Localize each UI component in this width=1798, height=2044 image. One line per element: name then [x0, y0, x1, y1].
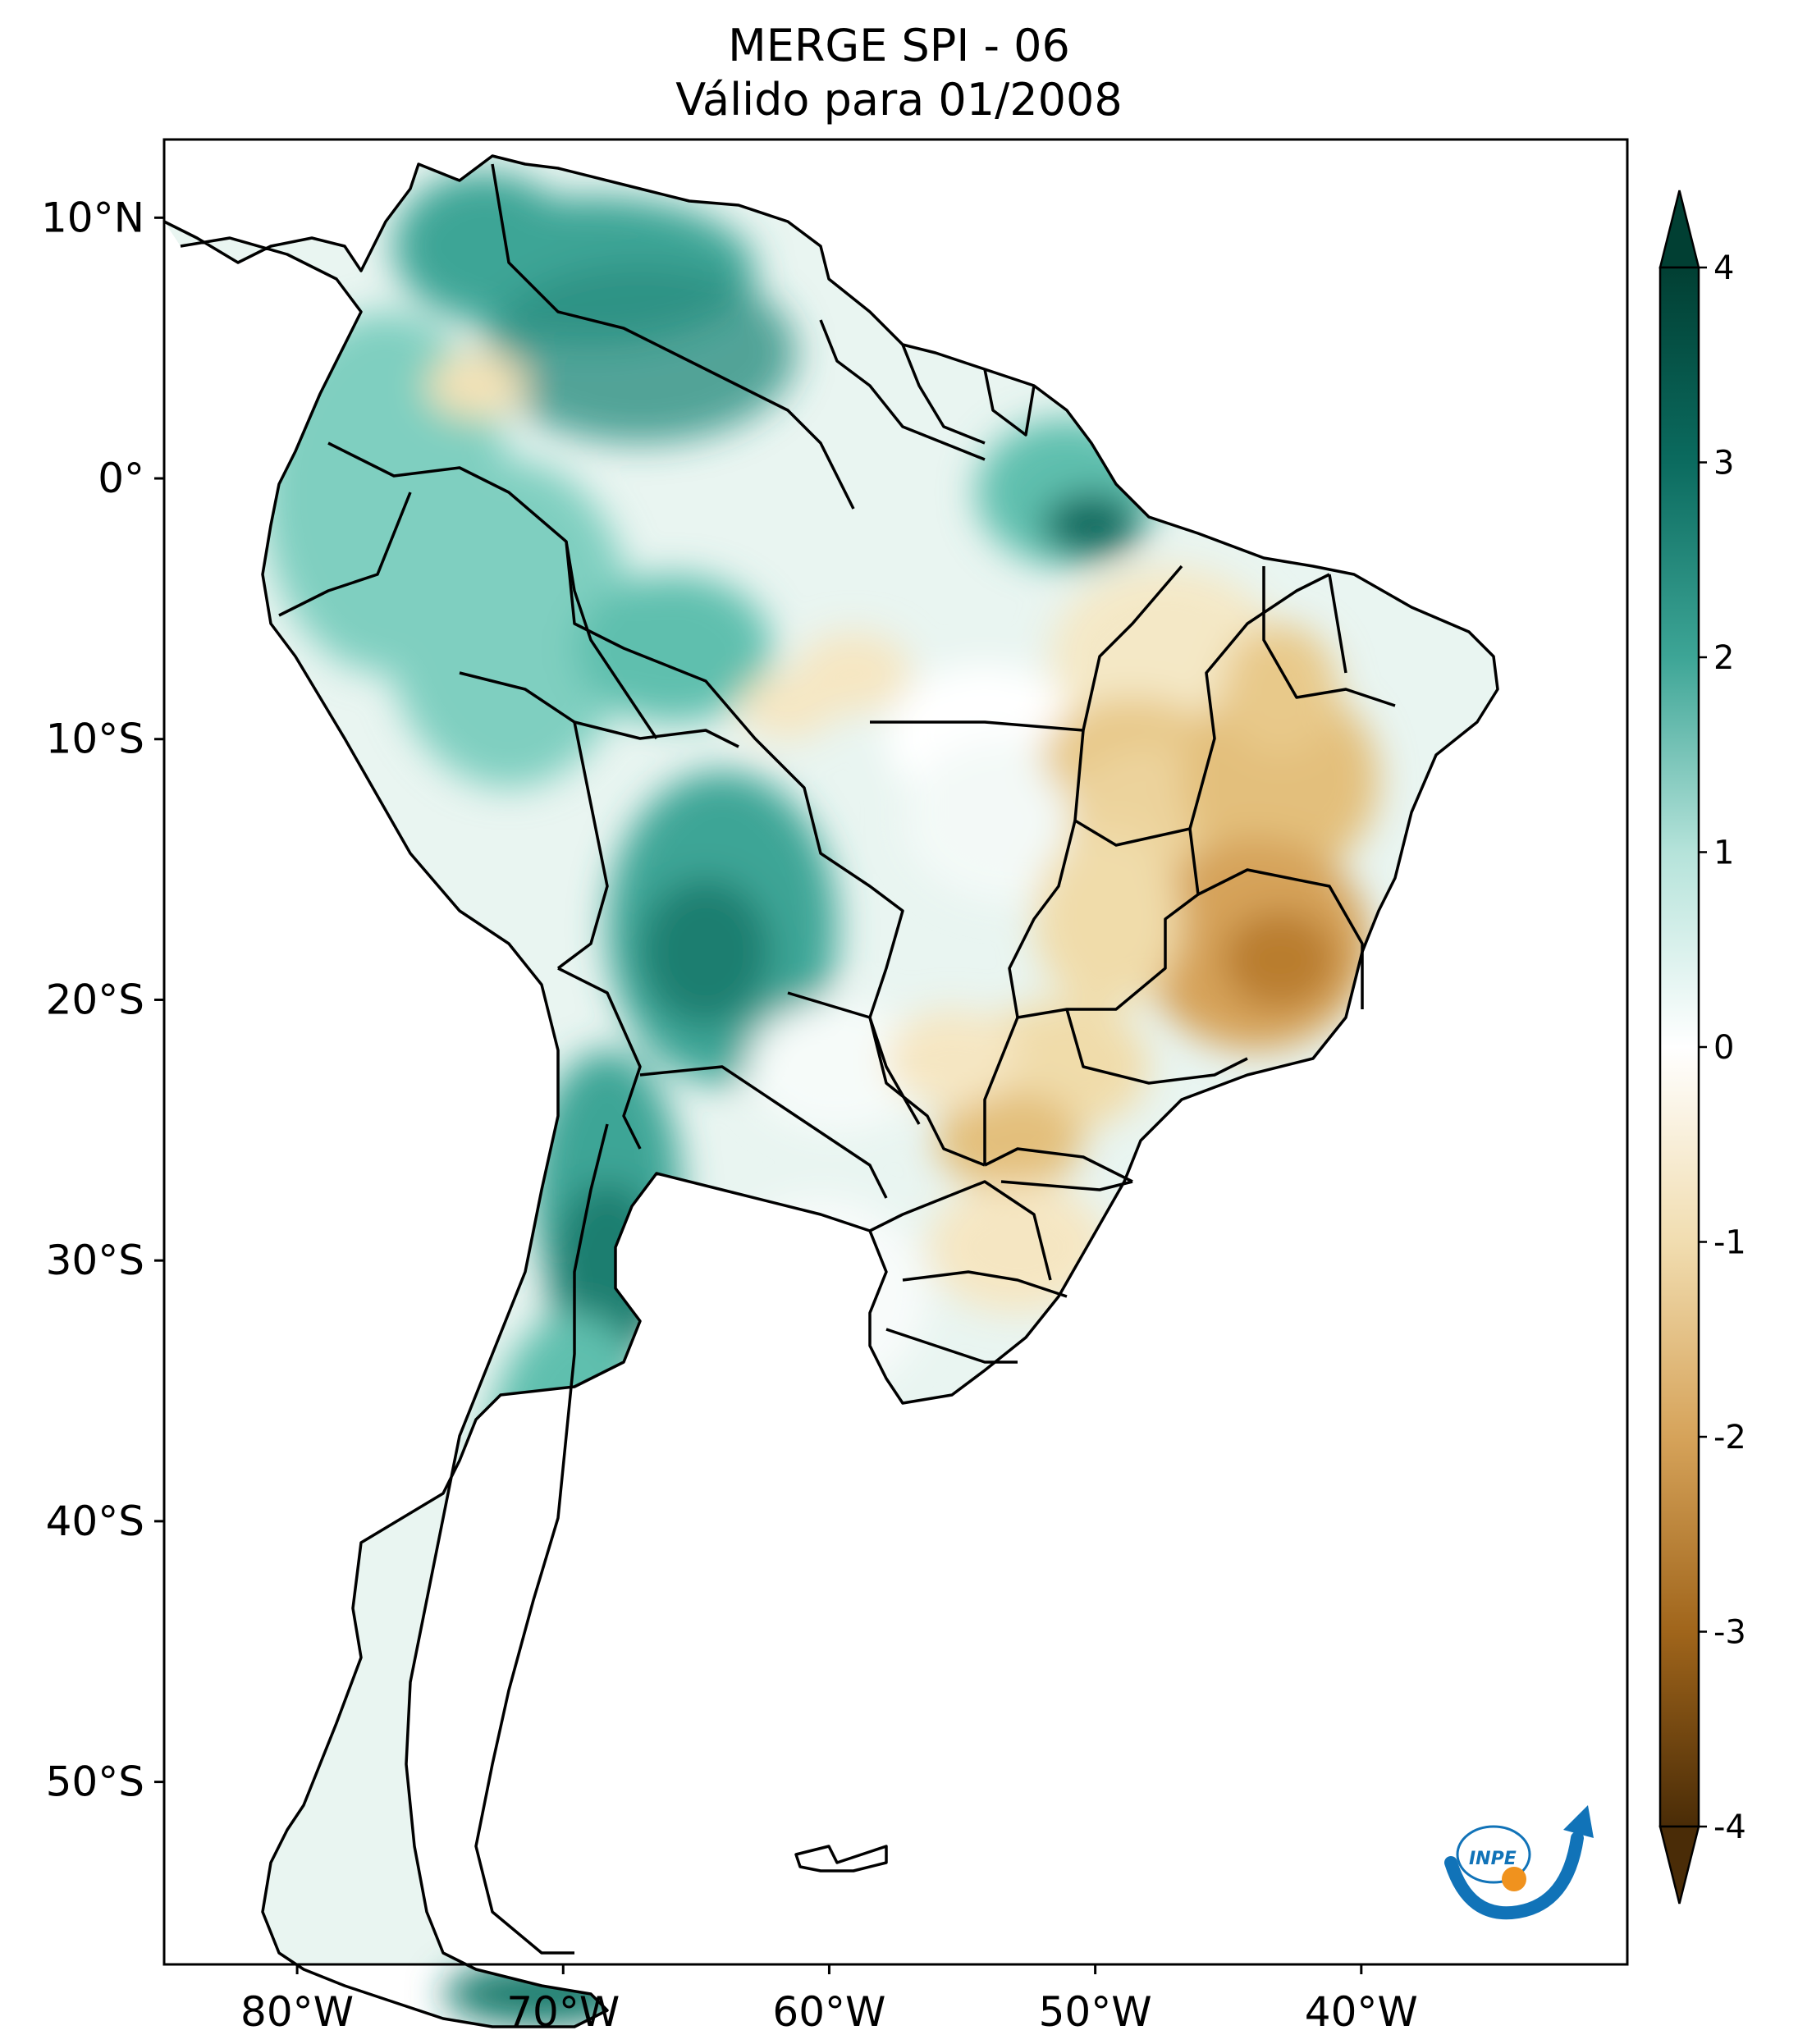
- logo-text: INPE: [1469, 1849, 1517, 1869]
- colorbar-extend-min: [1658, 1825, 1700, 1905]
- map-title-line1: MERGE SPI - 06: [728, 20, 1070, 71]
- lon-tick-label: 80°W: [240, 1988, 354, 2036]
- lat-tick-label: 40°S: [46, 1498, 144, 1545]
- logo-orbit-icon: [1456, 1825, 1531, 1884]
- colorbar-tick-label: 3: [1713, 445, 1734, 482]
- longitude-axis: 80°W 70°W 60°W 50°W 40°W: [240, 1964, 1418, 2036]
- colorbar-tick-label: -1: [1713, 1224, 1746, 1262]
- map-frame: [162, 138, 1629, 1966]
- colorbar-tick-label: -4: [1713, 1809, 1746, 1846]
- lat-tick-label: 10°N: [41, 194, 144, 241]
- logo-dot-icon: [1502, 1867, 1526, 1891]
- colorbar-tick-label: 0: [1713, 1029, 1734, 1067]
- colorbar-tick-label: 4: [1713, 249, 1734, 287]
- colorbar-tick-label: -2: [1713, 1419, 1746, 1456]
- colorbar-tick-label: -3: [1713, 1614, 1746, 1652]
- lon-tick-label: 50°W: [1039, 1988, 1152, 2036]
- lat-tick-label: 50°S: [46, 1758, 144, 1806]
- colorbar: 4 3 2 1 0 -1 -2 -3 -4: [1658, 190, 1746, 1905]
- lat-tick-label: 10°S: [46, 716, 144, 763]
- logo-arc-icon: [1444, 1831, 1584, 1920]
- lat-tick-label: 0°: [98, 455, 144, 502]
- coastline-and-borders: [163, 154, 1499, 2028]
- lon-tick-label: 70°W: [506, 1988, 620, 2036]
- colorbar-ticks: 4 3 2 1 0 -1 -2 -3 -4: [1699, 249, 1746, 1846]
- lon-tick-label: 40°W: [1305, 1988, 1418, 2036]
- colorbar-gradient: [1658, 266, 1700, 1828]
- colorbar-extend-max: [1658, 190, 1700, 269]
- colorbar-tick-label: 2: [1713, 639, 1734, 677]
- lat-tick-label: 20°S: [46, 976, 144, 1023]
- lon-tick-label: 60°W: [772, 1988, 885, 2036]
- colorbar-tick-label: 1: [1713, 835, 1734, 872]
- logo-arrow-icon: [1563, 1805, 1594, 1838]
- map-title-line2: Válido para 01/2008: [675, 74, 1123, 126]
- lat-tick-label: 30°S: [46, 1237, 144, 1284]
- inpe-logo: INPE: [1444, 1805, 1594, 1920]
- latitude-axis: 10°N 0° 10°S 20°S 30°S 40°S 50°S: [41, 194, 164, 1806]
